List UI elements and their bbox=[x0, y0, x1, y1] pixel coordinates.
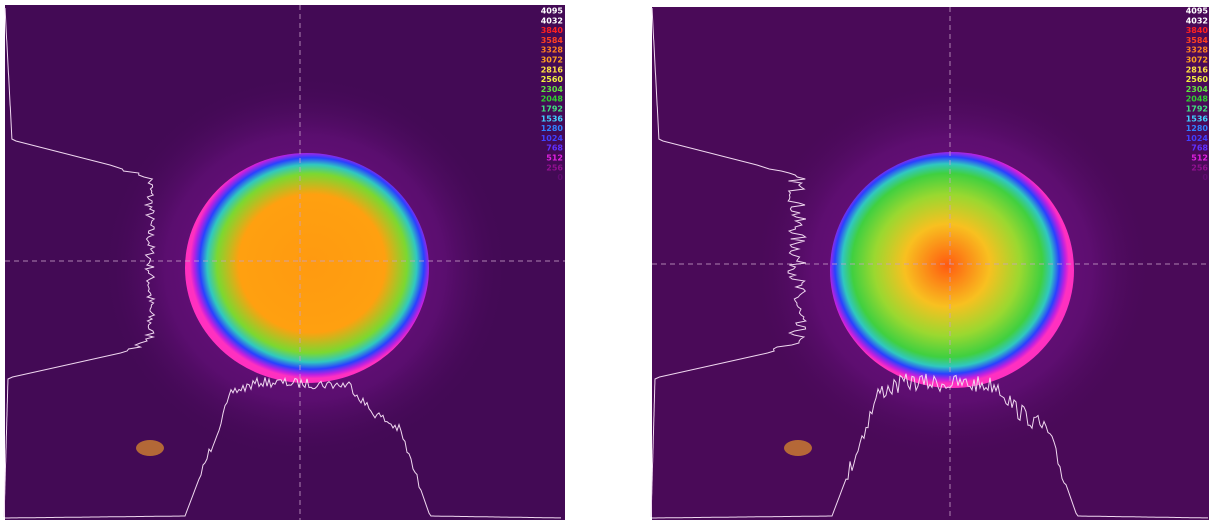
scale-label: 2560 bbox=[1186, 75, 1209, 84]
scale-label: 3584 bbox=[541, 36, 564, 45]
artifact bbox=[784, 440, 812, 456]
horizontal-profile bbox=[5, 376, 561, 519]
scale-label: 1536 bbox=[1186, 114, 1209, 123]
scale-label: 1280 bbox=[541, 124, 564, 133]
scale-label: 4032 bbox=[541, 16, 563, 25]
vertical-profile bbox=[650, 7, 807, 517]
horizontal-profile bbox=[652, 373, 1208, 519]
color-scale: 4095403238403584332830722816256023042048… bbox=[541, 7, 564, 183]
scale-label: 256 bbox=[1191, 163, 1208, 172]
scale-label: 1536 bbox=[541, 114, 564, 123]
scale-label: 1024 bbox=[541, 134, 564, 143]
scale-label: 3584 bbox=[1186, 36, 1209, 45]
scale-label: 1792 bbox=[1186, 105, 1208, 114]
color-scale: 4095403238403584332830722816256023042048… bbox=[1186, 7, 1209, 183]
scale-label: 3072 bbox=[541, 56, 563, 65]
scale-label: 4095 bbox=[541, 7, 564, 16]
artifact bbox=[136, 440, 164, 456]
scale-label: 3840 bbox=[1186, 26, 1209, 35]
scale-label: 2560 bbox=[541, 75, 564, 84]
scale-label: 512 bbox=[1191, 154, 1208, 163]
scale-label: 3328 bbox=[1186, 46, 1209, 55]
scale-label: 4032 bbox=[1186, 16, 1208, 25]
scale-label: 1024 bbox=[1186, 134, 1209, 143]
scale-label: 256 bbox=[546, 163, 563, 172]
scale-label: 0 bbox=[1202, 173, 1208, 182]
scale-label: 512 bbox=[546, 154, 563, 163]
scale-label: 768 bbox=[546, 144, 563, 153]
scale-label: 2816 bbox=[1186, 65, 1209, 74]
vertical-profile bbox=[3, 7, 156, 517]
scale-label: 1792 bbox=[541, 105, 563, 114]
scale-label: 2048 bbox=[541, 95, 564, 104]
scale-label: 0 bbox=[557, 173, 563, 182]
scale-label: 3072 bbox=[1186, 56, 1208, 65]
scale-label: 2816 bbox=[541, 65, 564, 74]
scale-label: 1280 bbox=[1186, 124, 1209, 133]
scale-label: 2304 bbox=[541, 85, 564, 94]
scale-label: 2304 bbox=[1186, 85, 1209, 94]
beam-spot bbox=[830, 152, 1074, 388]
scale-label: 768 bbox=[1191, 144, 1208, 153]
scale-label: 3328 bbox=[541, 46, 564, 55]
scale-label: 3840 bbox=[541, 26, 564, 35]
scale-label: 2048 bbox=[1186, 95, 1209, 104]
beam-spot bbox=[185, 153, 429, 383]
scale-label: 4095 bbox=[1186, 7, 1209, 16]
